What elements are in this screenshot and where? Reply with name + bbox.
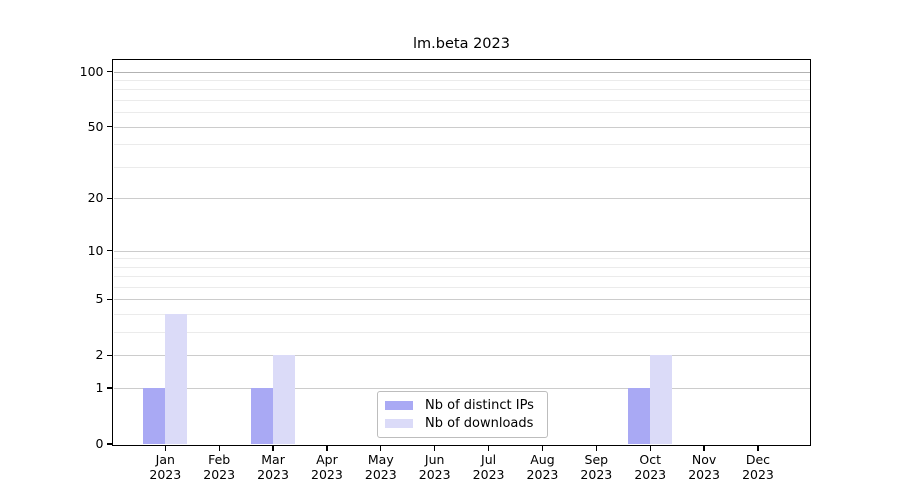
x-axis-tickmark	[596, 446, 597, 451]
plot-area	[112, 59, 811, 446]
legend-label-downloads: Nb of downloads	[425, 416, 533, 431]
x-axis-tickmark	[488, 446, 489, 451]
y-axis-tick-label: 5	[38, 292, 104, 306]
y-axis-tickmark	[107, 198, 112, 199]
x-axis-tickmark	[165, 446, 166, 451]
y-axis-tick-label: 50	[38, 120, 104, 134]
y-axis-tickmark	[107, 355, 112, 356]
legend-label-distinct-ips: Nb of distinct IPs	[425, 398, 534, 413]
chart-title: lm.beta 2023	[113, 36, 810, 52]
y-axis-tickmark	[107, 299, 112, 300]
y-axis-tick-label: 20	[38, 191, 104, 205]
x-axis-tickmark	[380, 446, 381, 451]
legend-item-downloads: Nb of downloads	[385, 417, 547, 431]
legend-swatch-downloads	[385, 419, 413, 428]
y-axis-tick-label: 10	[38, 244, 104, 258]
x-axis-tick-label: Dec2023	[726, 453, 790, 482]
x-axis-tickmark	[219, 446, 220, 451]
y-axis-tickmark	[107, 443, 112, 444]
month-label: Dec	[726, 453, 790, 468]
x-axis-tickmark	[434, 446, 435, 451]
legend-item-distinct-ips: Nb of distinct IPs	[385, 399, 547, 413]
legend-swatch-distinct-ips	[385, 401, 413, 410]
x-axis-tickmark	[326, 446, 327, 451]
chart-legend: Nb of distinct IPs Nb of downloads	[377, 391, 548, 438]
x-axis-tickmark	[650, 446, 651, 451]
download-stats-chart: lm.beta 2023 0125102050100Jan2023Feb2023…	[0, 0, 900, 500]
x-axis-tickmark	[542, 446, 543, 451]
y-axis-tick-label: 2	[38, 348, 104, 362]
y-axis-tickmark	[107, 71, 112, 72]
y-axis-tickmark	[107, 126, 112, 127]
y-axis-tick-label: 100	[38, 65, 104, 79]
year-label: 2023	[726, 468, 790, 483]
y-axis-tick-label: 1	[38, 381, 104, 395]
y-axis-tick-label: 0	[38, 437, 104, 451]
y-axis-tickmark	[107, 250, 112, 251]
y-axis-tickmark	[107, 387, 112, 388]
x-axis-tickmark	[272, 446, 273, 451]
x-axis-tickmark	[757, 446, 758, 451]
x-axis-tickmark	[703, 446, 704, 451]
